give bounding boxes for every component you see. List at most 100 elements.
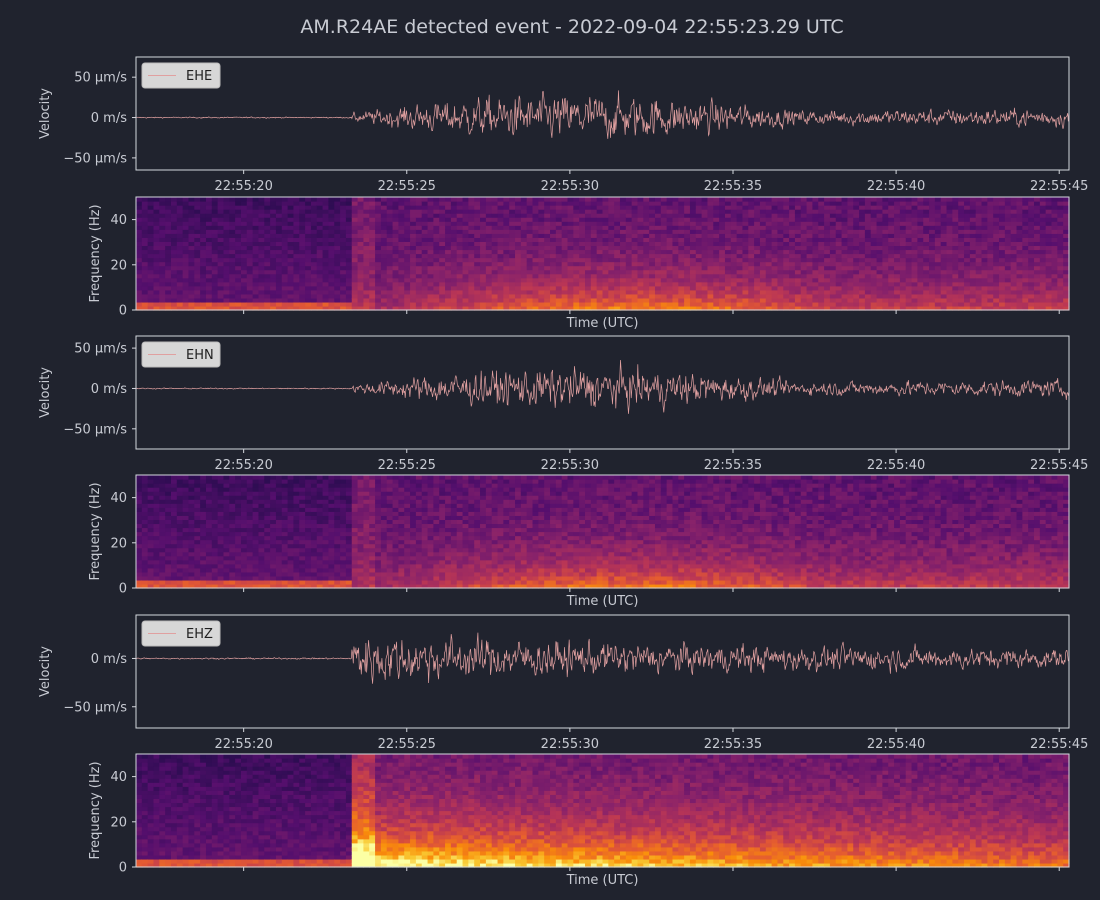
spectrogram-cell xyxy=(159,547,166,553)
spectrogram-cell xyxy=(666,213,674,218)
spectrogram-cell xyxy=(136,583,143,589)
spectrogram-cell xyxy=(701,285,709,291)
spectrogram-cell xyxy=(649,293,656,299)
spectrogram-cell xyxy=(147,213,155,218)
spectrogram-cell xyxy=(929,241,936,247)
spectrogram-cell xyxy=(450,237,458,242)
spectrogram-cell xyxy=(188,269,195,275)
spectrogram-cell xyxy=(590,245,598,251)
spectrogram-cell xyxy=(713,265,720,271)
spectrogram-cell xyxy=(351,201,359,206)
spectrogram-cell xyxy=(509,217,516,222)
spectrogram-cell xyxy=(480,281,487,287)
spectrogram-cell xyxy=(969,285,977,291)
spectrogram-cell xyxy=(555,233,563,238)
spectrogram-cell xyxy=(415,297,423,303)
spectrogram-cell xyxy=(334,249,341,255)
spectrogram-cell xyxy=(299,273,306,279)
spectrogram-cell xyxy=(824,257,831,263)
spectrogram-cell xyxy=(561,301,569,307)
spectrogram-cell xyxy=(159,281,166,287)
spectrogram-cell xyxy=(223,507,230,512)
spectrogram-cell xyxy=(742,233,749,238)
spectrogram-cell xyxy=(993,233,1000,238)
spectrogram-cell xyxy=(491,289,499,295)
spectrogram-cell xyxy=(462,269,469,275)
spectrogram-cell xyxy=(771,273,779,279)
spectrogram-cell xyxy=(1051,213,1058,218)
spectrogram-cell xyxy=(981,249,988,255)
spectrogram-cell xyxy=(555,301,563,307)
spectrogram-cell xyxy=(614,297,621,303)
spectrogram-cell xyxy=(380,237,388,242)
spectrogram-cell xyxy=(480,229,487,234)
spectrogram-cell xyxy=(643,217,650,222)
spectrogram-cell xyxy=(211,301,219,307)
spectrogram-cell xyxy=(421,269,429,275)
spectrogram-cell xyxy=(806,245,814,251)
spectrogram-cell xyxy=(363,197,370,202)
spectrogram-cell xyxy=(153,209,160,214)
spectrogram-cell xyxy=(1039,201,1047,206)
spectrogram-cell xyxy=(153,269,160,275)
spectrogram-cell xyxy=(835,261,843,267)
spectrogram-cell xyxy=(835,281,843,287)
spectrogram-cell xyxy=(287,289,295,295)
spectrogram-cell xyxy=(509,241,516,247)
spectrogram-cell xyxy=(252,225,260,230)
spectrogram-cell xyxy=(258,237,265,242)
spectrogram-cell xyxy=(684,277,691,283)
spectrogram-cell xyxy=(275,233,283,238)
spectrogram-cell xyxy=(946,273,953,279)
spectrogram-cell xyxy=(456,205,464,210)
spectrogram-cell xyxy=(585,249,592,255)
spectrogram-cell xyxy=(1034,305,1041,311)
spectrogram-cell xyxy=(345,261,353,267)
spectrogram-cell xyxy=(573,273,580,279)
spectrogram-cell xyxy=(695,297,703,303)
spectrogram-cell xyxy=(899,249,907,255)
spectrogram-cell xyxy=(275,305,283,311)
spectrogram-cell xyxy=(940,213,948,218)
spectrogram-cell xyxy=(783,277,790,283)
spectrogram-cell xyxy=(340,257,347,263)
spectrogram-cell xyxy=(491,273,499,279)
spectrogram-cell xyxy=(392,273,399,279)
spectrogram-cell xyxy=(474,269,481,275)
spectrogram-cell xyxy=(223,293,230,299)
spectrogram-cell xyxy=(573,241,580,247)
spectrogram-cell xyxy=(666,281,674,287)
spectrogram-cell xyxy=(223,531,230,537)
spectrogram-cell xyxy=(573,257,580,263)
spectrogram-cell xyxy=(783,217,790,222)
spectrogram-cell xyxy=(643,197,650,202)
spectrogram-cell xyxy=(211,499,219,504)
spectrogram-cell xyxy=(643,297,650,303)
spectrogram-cell xyxy=(322,297,330,303)
spectrogram-cell xyxy=(911,289,918,295)
spectrogram-cell xyxy=(969,297,977,303)
spectrogram-cell xyxy=(864,237,872,242)
spectrogram-cell xyxy=(876,201,883,206)
spectrogram-cell xyxy=(264,305,271,311)
spectrogram-cell xyxy=(1016,205,1023,210)
spectrogram-cell xyxy=(794,221,802,226)
spectrogram-cell xyxy=(200,551,207,557)
spectrogram-cell xyxy=(281,241,289,247)
spectrogram-cell xyxy=(176,269,184,275)
spectrogram-cell xyxy=(835,241,843,247)
spectrogram-cell xyxy=(859,289,866,295)
spectrogram-cell xyxy=(538,265,545,271)
spectrogram-cell xyxy=(275,269,283,275)
spectrogram-cell xyxy=(882,277,889,283)
spectrogram-cell xyxy=(322,241,330,247)
spectrogram-cell xyxy=(427,293,434,299)
spectrogram-cell xyxy=(136,237,143,242)
spectrogram-cell xyxy=(719,209,726,214)
spectrogram-cell xyxy=(701,269,709,275)
spectrogram-cell xyxy=(211,551,219,557)
spectrogram-cell xyxy=(649,241,656,247)
spectrogram-cell xyxy=(765,285,773,291)
spectrogram-cell xyxy=(999,201,1006,206)
spectrogram-cell xyxy=(602,249,609,255)
